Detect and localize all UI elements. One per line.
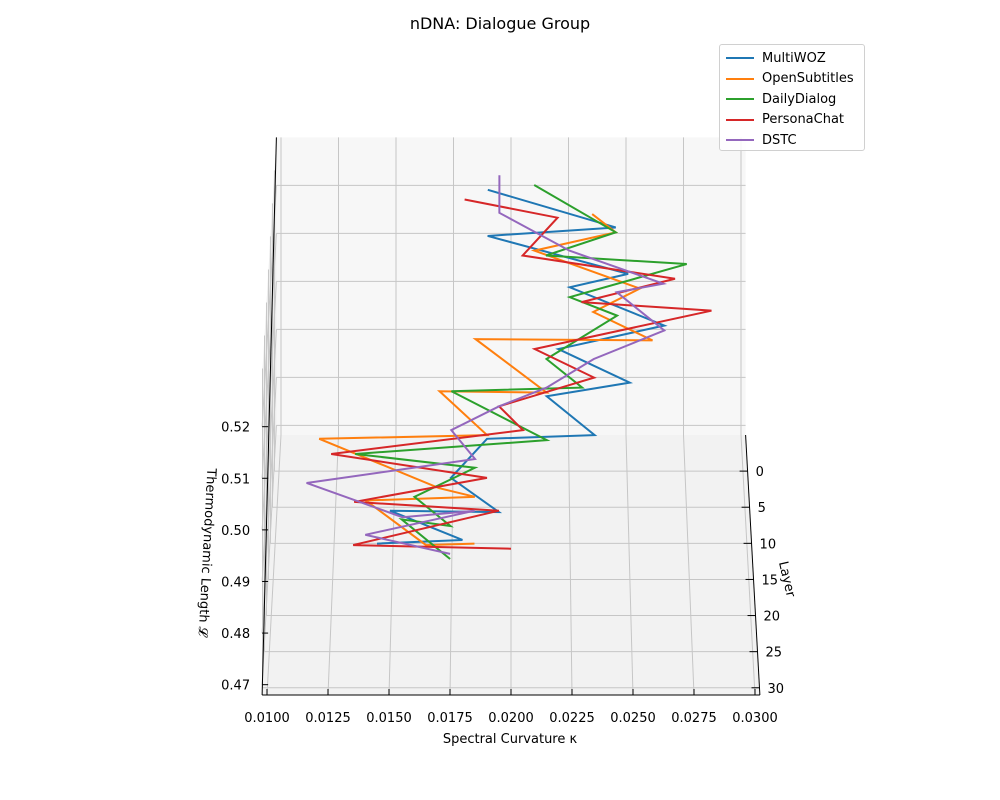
legend-label: PersonaChat <box>762 112 845 128</box>
legend-swatch <box>726 77 754 80</box>
grid-z-wall <box>261 329 277 582</box>
x-tick-label: 0.0150 <box>366 711 412 726</box>
grid-z-wall <box>261 233 277 479</box>
axes: 0.0100 0.0125 0.0150 0.0175 0.0200 0.0225 0.02… <box>221 137 784 726</box>
z-tick-label: 0.50 <box>221 524 250 539</box>
z-axis-label: Thermodynamic Length 𝓛 <box>195 467 219 638</box>
legend-swatch <box>726 98 754 101</box>
legend-label: DailyDialog <box>762 91 837 107</box>
gridlines <box>261 137 760 696</box>
layer-tick-label: 0 <box>756 465 764 480</box>
x-tick-label: 0.0300 <box>732 711 778 726</box>
layer-axis-line <box>745 434 761 696</box>
chart-title: nDNA: Dialogue Group <box>410 14 590 33</box>
x-tick-label: 0.0275 <box>671 711 717 726</box>
series-lines <box>306 175 712 560</box>
legend: MultiWOZ OpenSubtitles DailyDialog PersonaC… <box>719 44 865 151</box>
z-tick-label: 0.52 <box>221 421 250 436</box>
layer-tick-label: 20 <box>764 610 781 625</box>
legend-swatch <box>726 118 754 121</box>
z-tick-label: 0.51 <box>221 472 250 487</box>
legend-swatch <box>726 57 754 60</box>
z-tick-label: 0.48 <box>221 627 250 642</box>
legend-label: DSTC <box>762 132 797 148</box>
legend-item: DSTC <box>726 130 858 151</box>
layer-tick-label: 5 <box>758 501 766 516</box>
x-tick-label: 0.0175 <box>427 711 473 726</box>
legend-item: PersonaChat <box>726 110 858 131</box>
z-axis-line <box>261 137 277 696</box>
layer-tick-label: 10 <box>760 537 777 552</box>
series-line-opensubtitles <box>318 213 653 547</box>
grid-z-wall <box>261 425 277 685</box>
y-axis-label: Layer <box>775 560 798 599</box>
z-tick-label: 0.47 <box>221 679 250 694</box>
series-line-dstc <box>306 175 668 555</box>
legend-item: OpenSubtitles <box>726 69 858 90</box>
x-axis-label: Spectral Curvature κ <box>443 732 578 747</box>
legend-item: MultiWOZ <box>726 48 858 69</box>
x-tick-label: 0.0225 <box>549 711 595 726</box>
x-tick-label: 0.0250 <box>610 711 656 726</box>
legend-label: MultiWOZ <box>762 50 826 66</box>
series-line-multiwoz <box>376 188 668 545</box>
x-tick-label: 0.0100 <box>244 711 290 726</box>
layer-tick-label: 30 <box>767 682 784 697</box>
x-tick-label: 0.0125 <box>305 711 351 726</box>
legend-label: OpenSubtitles <box>762 71 854 87</box>
legend-swatch <box>726 139 754 142</box>
layer-tick-label: 15 <box>762 573 779 588</box>
series-line-dailydialog <box>355 184 687 560</box>
layer-tick-label: 25 <box>766 646 783 661</box>
legend-item: DailyDialog <box>726 89 858 110</box>
x-tick-label: 0.0200 <box>488 711 534 726</box>
z-tick-label: 0.49 <box>221 575 250 590</box>
series-line-personachat <box>331 198 712 550</box>
